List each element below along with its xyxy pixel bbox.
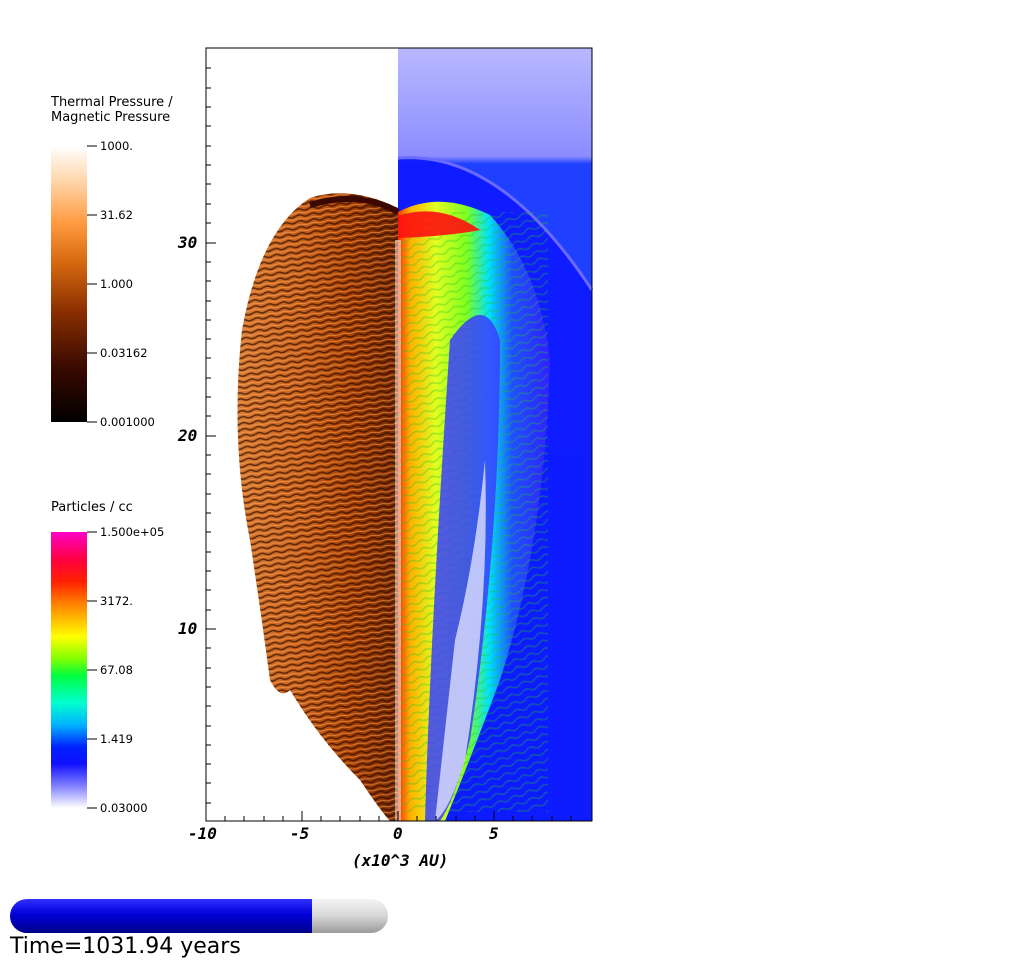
particles-tick-label: 1.500e+05 (100, 525, 165, 539)
particles-legend-title: Particles / cc (51, 500, 133, 515)
particles-colorbar-ticks (87, 531, 97, 809)
particles-tick-label: 0.03000 (100, 801, 148, 815)
thermal-legend-title-line2: Magnetic Pressure (51, 110, 171, 125)
particles-tick-label: 1.419 (100, 732, 133, 746)
thermal-colorbar (51, 146, 87, 422)
thermal-tick-label: 1000. (100, 139, 133, 153)
x-tick-label: 0 (393, 824, 403, 843)
thermal-legend-title-line1: Thermal Pressure / (51, 95, 173, 110)
time-progress-bar (10, 899, 388, 933)
thermal-tick-label: 0.001000 (100, 415, 155, 429)
y-tick-label: 20 (178, 426, 198, 445)
thermal-colorbar-ticks (87, 145, 97, 423)
x-tick-label: -5 (290, 824, 310, 843)
thermal-tick-label: 31.62 (100, 208, 133, 222)
x-tick-label: 5 (489, 824, 499, 843)
x-axis-title: (x10^3 AU) (352, 851, 449, 870)
time-progress-fill (10, 899, 313, 933)
thermal-tick-label: 0.03162 (100, 346, 148, 360)
x-tick-label: -10 (188, 824, 217, 843)
y-tick-label: 10 (178, 619, 198, 638)
simulation-plot (205, 47, 594, 822)
particles-tick-label: 3172. (100, 594, 133, 608)
thermal-legend-title: Thermal Pressure / Magnetic Pressure (51, 95, 173, 125)
particles-tick-label: 67.08 (100, 663, 133, 677)
thermal-tick-label: 1.000 (100, 277, 133, 291)
y-tick-label: 30 (178, 233, 198, 252)
time-label: Time=1031.94 years (10, 934, 241, 959)
particles-colorbar (51, 532, 87, 808)
